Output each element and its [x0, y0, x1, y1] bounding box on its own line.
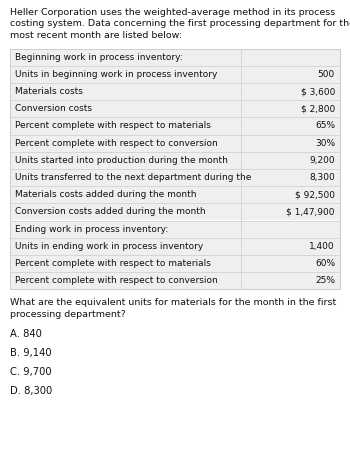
- Text: C. 9,700: C. 9,700: [10, 367, 52, 377]
- Text: Conversion costs: Conversion costs: [15, 104, 92, 113]
- Text: 25%: 25%: [315, 276, 335, 285]
- Text: Units in ending work in process inventory: Units in ending work in process inventor…: [15, 242, 203, 251]
- Text: Materials costs added during the month: Materials costs added during the month: [15, 190, 196, 199]
- Bar: [10, 238, 340, 255]
- Text: costing system. Data concerning the first processing department for the: costing system. Data concerning the firs…: [10, 19, 350, 28]
- Text: Ending work in process inventory:: Ending work in process inventory:: [15, 225, 168, 234]
- Bar: [10, 83, 340, 100]
- Text: 9,200: 9,200: [309, 156, 335, 165]
- Text: Heller Corporation uses the weighted-average method in its process: Heller Corporation uses the weighted-ave…: [10, 8, 335, 17]
- Text: 30%: 30%: [315, 139, 335, 148]
- Text: 65%: 65%: [315, 122, 335, 130]
- Text: $ 3,600: $ 3,600: [301, 87, 335, 96]
- Text: most recent month are listed below:: most recent month are listed below:: [10, 31, 182, 40]
- Bar: [10, 66, 340, 83]
- Text: $ 1,47,900: $ 1,47,900: [287, 207, 335, 216]
- Bar: [10, 152, 340, 169]
- Text: Units started into production during the month: Units started into production during the…: [15, 156, 228, 165]
- Text: processing department?: processing department?: [10, 310, 126, 319]
- Bar: [10, 100, 340, 117]
- Text: Percent complete with respect to materials: Percent complete with respect to materia…: [15, 259, 211, 268]
- Text: 500: 500: [318, 70, 335, 79]
- Text: Conversion costs added during the month: Conversion costs added during the month: [15, 207, 206, 216]
- Text: $ 92,500: $ 92,500: [295, 190, 335, 199]
- Text: D. 8,300: D. 8,300: [10, 386, 52, 396]
- Text: B. 9,140: B. 9,140: [10, 348, 52, 358]
- Bar: [10, 272, 340, 289]
- Bar: [10, 220, 340, 238]
- Text: 60%: 60%: [315, 259, 335, 268]
- Bar: [10, 117, 340, 135]
- Text: Percent complete with respect to conversion: Percent complete with respect to convers…: [15, 276, 218, 285]
- Bar: [10, 169, 340, 186]
- Text: Percent complete with respect to materials: Percent complete with respect to materia…: [15, 122, 211, 130]
- Bar: [10, 49, 340, 289]
- Text: 8,300: 8,300: [309, 173, 335, 182]
- Text: Beginning work in process inventory:: Beginning work in process inventory:: [15, 53, 183, 62]
- Text: Units transferred to the next department during the: Units transferred to the next department…: [15, 173, 251, 182]
- Bar: [10, 255, 340, 272]
- Bar: [10, 186, 340, 203]
- Bar: [10, 135, 340, 152]
- Bar: [10, 49, 340, 66]
- Text: What are the equivalent units for materials for the month in the first: What are the equivalent units for materi…: [10, 298, 336, 307]
- Text: 1,400: 1,400: [309, 242, 335, 251]
- Bar: [10, 203, 340, 220]
- Text: $ 2,800: $ 2,800: [301, 104, 335, 113]
- Text: Percent complete with respect to conversion: Percent complete with respect to convers…: [15, 139, 218, 148]
- Text: Materials costs: Materials costs: [15, 87, 83, 96]
- Text: A. 840: A. 840: [10, 329, 42, 339]
- Text: Units in beginning work in process inventory: Units in beginning work in process inven…: [15, 70, 217, 79]
